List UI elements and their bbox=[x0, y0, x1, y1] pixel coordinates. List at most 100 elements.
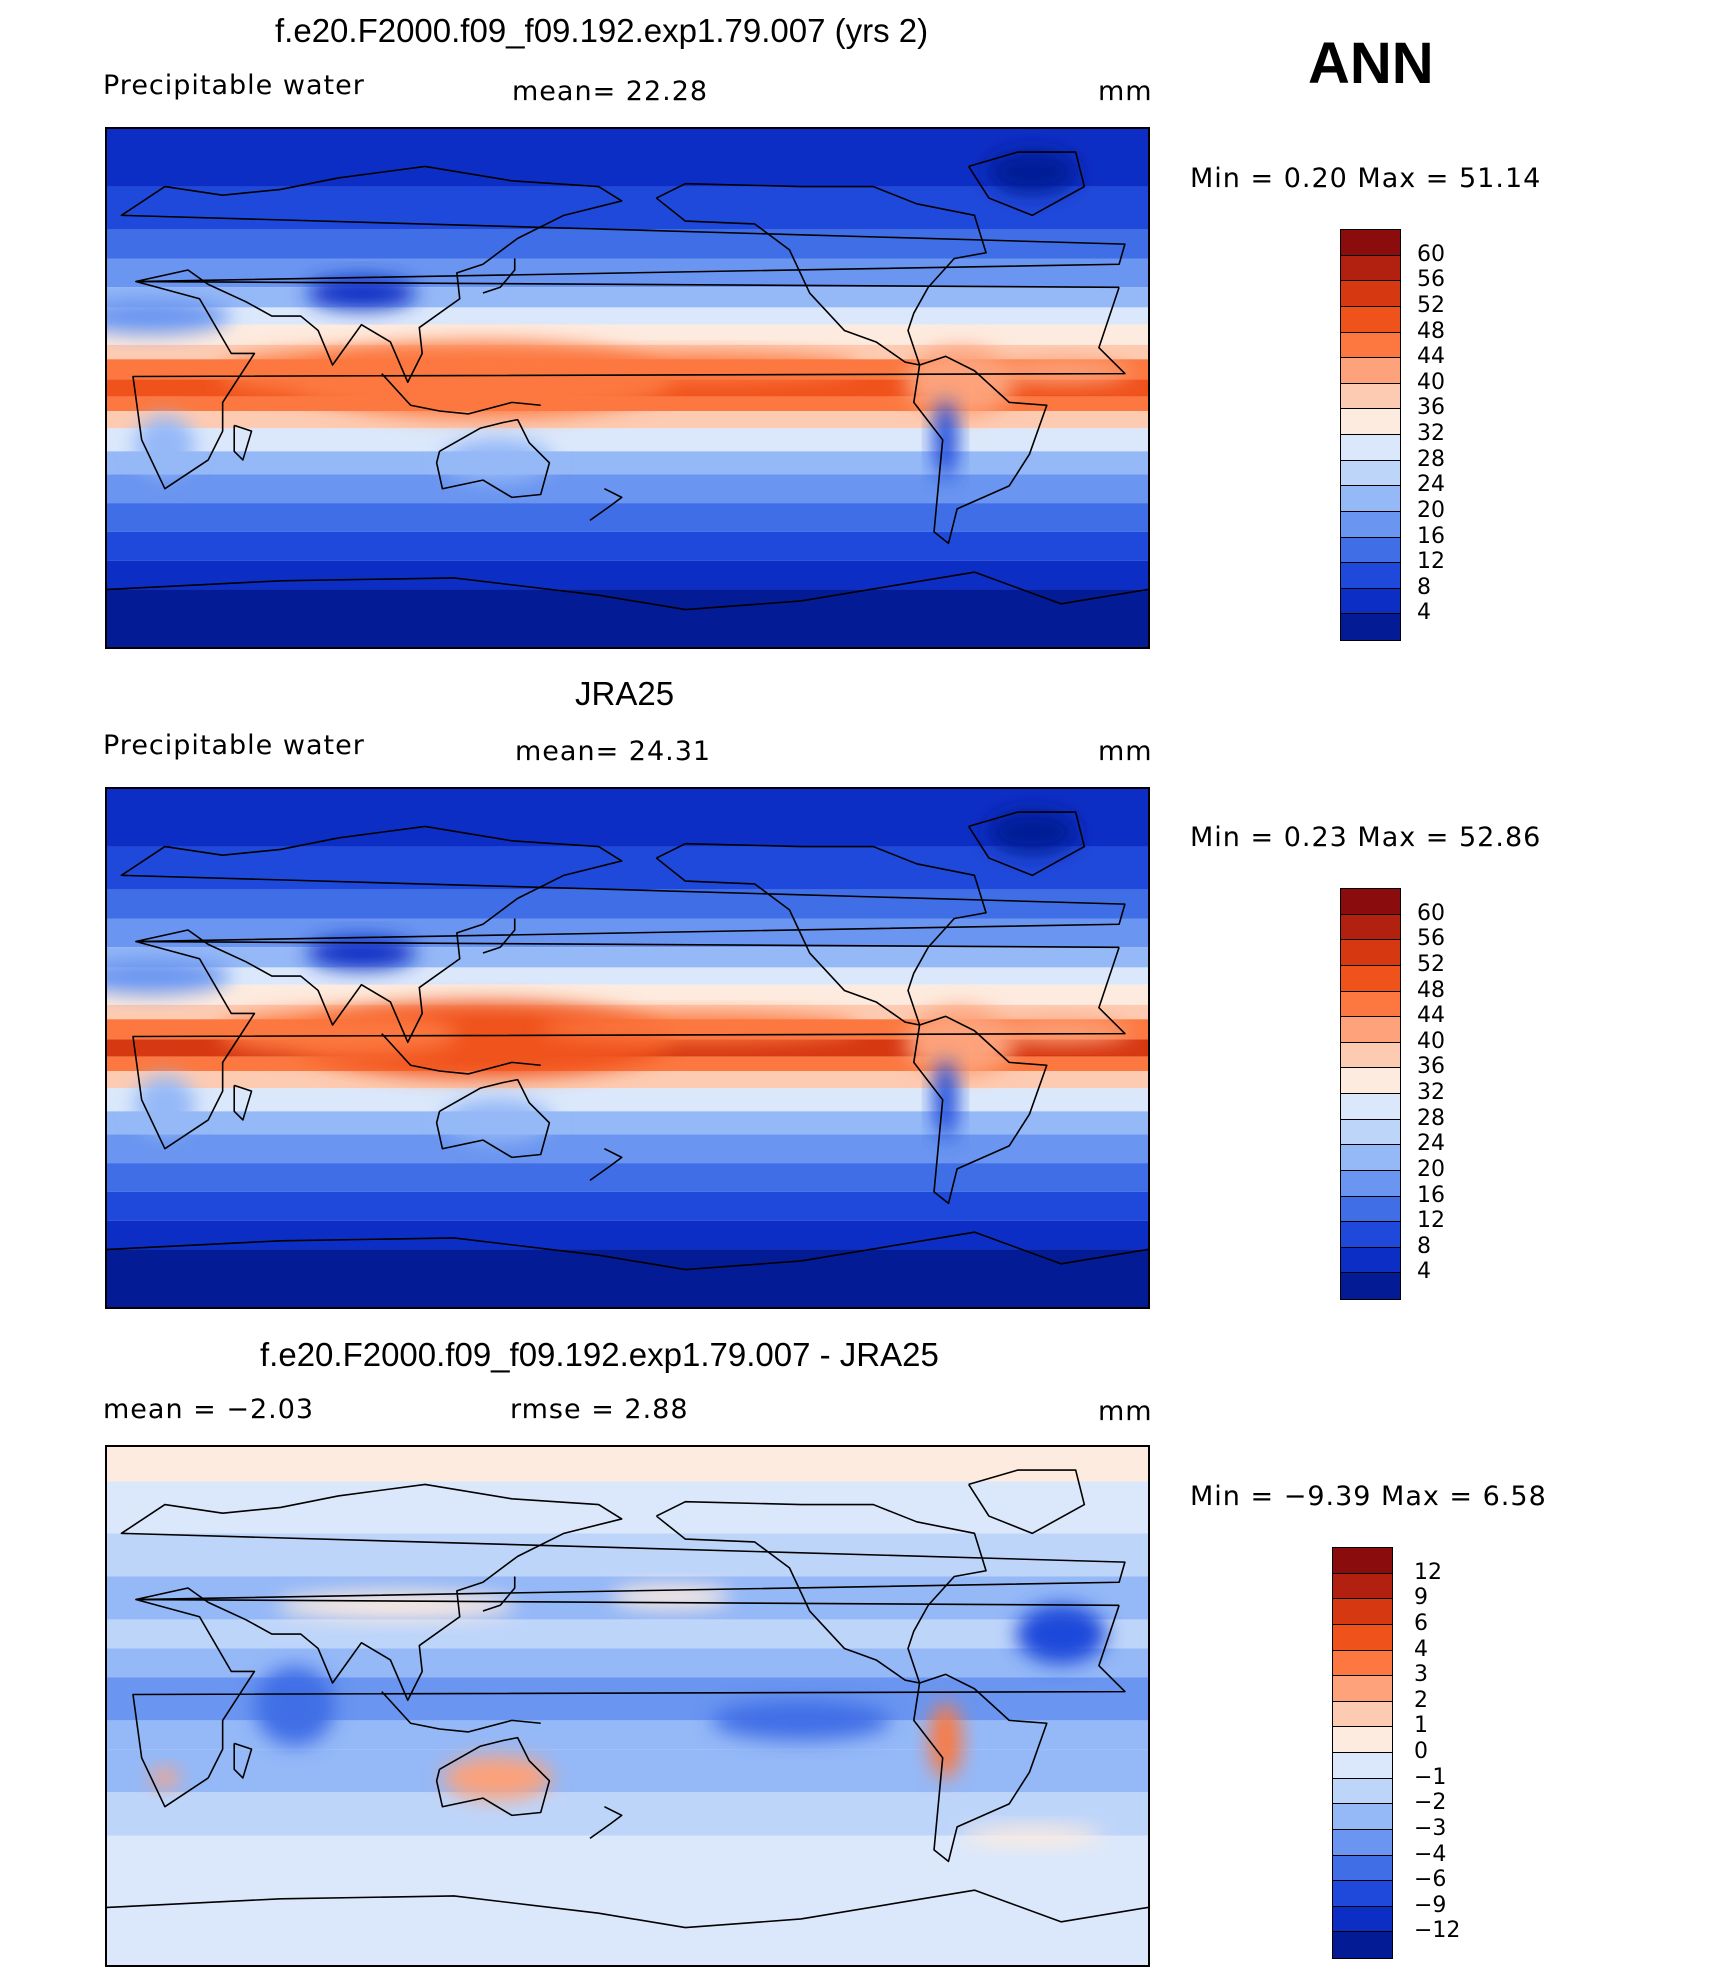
colorbar-tick-label: 24 bbox=[1417, 472, 1445, 498]
colorbar-segment bbox=[1341, 537, 1400, 564]
colorbar-tick-label: 40 bbox=[1417, 369, 1445, 395]
colorbar-tick-label: 4 bbox=[1417, 600, 1431, 626]
colorbar-segment bbox=[1341, 588, 1400, 615]
units-label-model: mm bbox=[1098, 76, 1153, 107]
colorbar-tick-label: 9 bbox=[1414, 1585, 1428, 1611]
colorbar-segment bbox=[1333, 1932, 1392, 1958]
colorbar-tick-label: −6 bbox=[1414, 1867, 1447, 1893]
minmax-label-model: Min = 0.20 Max = 51.14 bbox=[1190, 163, 1542, 194]
colorbar-tick-label: 6 bbox=[1414, 1610, 1428, 1636]
map-obs-field bbox=[107, 789, 1148, 1307]
variable-label-model: Precipitable water bbox=[103, 70, 365, 101]
colorbar-segment bbox=[1341, 965, 1400, 992]
colorbar-tick-label: 20 bbox=[1417, 497, 1445, 523]
colorbar-segment bbox=[1341, 358, 1400, 384]
panel-title-diff: f.e20.F2000.f09_f09.192.exp1.79.007 - JR… bbox=[260, 1336, 939, 1373]
colorbar-segment bbox=[1333, 1829, 1392, 1856]
colorbar-tick-label: 20 bbox=[1417, 1156, 1445, 1182]
rmse-label-diff: rmse = 2.88 bbox=[510, 1394, 689, 1425]
mean-label-model: mean= 22.28 bbox=[512, 76, 709, 107]
map-obs bbox=[105, 787, 1150, 1309]
colorbar-tick-label: 60 bbox=[1417, 241, 1445, 267]
colorbar-tick-label: −9 bbox=[1414, 1892, 1447, 1918]
colorbar-segment bbox=[1341, 889, 1400, 915]
colorbar-tick-label: −12 bbox=[1414, 1918, 1461, 1944]
colorbar-segment bbox=[1341, 1273, 1400, 1299]
colorbar-segment bbox=[1333, 1804, 1392, 1830]
colorbar-tick-label: 40 bbox=[1417, 1028, 1445, 1054]
variable-label-obs: Precipitable water bbox=[103, 730, 365, 761]
units-label-diff: mm bbox=[1098, 1396, 1153, 1427]
colorbar-tick-label: 44 bbox=[1417, 1003, 1445, 1029]
colorbar-segment bbox=[1333, 1906, 1392, 1933]
colorbar-segment bbox=[1333, 1676, 1392, 1702]
colorbar-tick-label: 56 bbox=[1417, 926, 1445, 952]
colorbar-tick-label: 52 bbox=[1417, 292, 1445, 318]
colorbar-tick-label: 4 bbox=[1417, 1259, 1431, 1285]
colorbar-tick-label: 16 bbox=[1417, 1182, 1445, 1208]
colorbar-tick-label: 1 bbox=[1414, 1713, 1428, 1739]
colorbar-tick-label: 3 bbox=[1414, 1662, 1428, 1688]
colorbar-segment bbox=[1341, 306, 1400, 333]
colorbar-tick-label: 36 bbox=[1417, 395, 1445, 421]
map-diff-field bbox=[107, 1447, 1148, 1965]
colorbar-model bbox=[1340, 229, 1401, 641]
mean-label-obs: mean= 24.31 bbox=[515, 736, 712, 767]
colorbar-segment bbox=[1341, 1170, 1400, 1197]
colorbar-segment bbox=[1341, 230, 1400, 256]
colorbar-tick-label: 28 bbox=[1417, 446, 1445, 472]
colorbar-segment bbox=[1341, 1094, 1400, 1120]
colorbar-segment bbox=[1341, 486, 1400, 512]
colorbar-segment bbox=[1341, 1145, 1400, 1171]
colorbar-tick-label: 12 bbox=[1417, 549, 1445, 575]
colorbar-tick-label: 0 bbox=[1414, 1739, 1428, 1764]
colorbar-segment bbox=[1341, 1042, 1400, 1069]
colorbar-segment bbox=[1341, 563, 1400, 589]
colorbar-segment bbox=[1341, 1068, 1400, 1094]
colorbar-segment bbox=[1341, 511, 1400, 538]
minmax-label-diff: Min = −9.39 Max = 6.58 bbox=[1190, 1481, 1547, 1512]
colorbar-tick-label: 52 bbox=[1417, 951, 1445, 977]
colorbar-segment bbox=[1333, 1701, 1392, 1728]
colorbar-segment bbox=[1333, 1599, 1392, 1625]
colorbar-tick-label: 60 bbox=[1417, 900, 1445, 926]
colorbar-segment bbox=[1341, 255, 1400, 282]
colorbar-segment bbox=[1341, 332, 1400, 359]
colorbar-obs bbox=[1340, 888, 1401, 1300]
colorbar-tick-label: 56 bbox=[1417, 267, 1445, 293]
colorbar-segment bbox=[1341, 1222, 1400, 1248]
colorbar-segment bbox=[1341, 460, 1400, 487]
colorbar-tick-label: 48 bbox=[1417, 318, 1445, 344]
colorbar-segment bbox=[1333, 1855, 1392, 1882]
colorbar-tick-label: 8 bbox=[1417, 1233, 1431, 1259]
colorbar-tick-label: −2 bbox=[1414, 1790, 1447, 1816]
map-diff bbox=[105, 1445, 1150, 1967]
colorbar-segment bbox=[1333, 1778, 1392, 1805]
minmax-label-obs: Min = 0.23 Max = 52.86 bbox=[1190, 822, 1542, 853]
panel-title-model: f.e20.F2000.f09_f09.192.exp1.79.007 (yrs… bbox=[275, 12, 929, 49]
units-label-obs: mm bbox=[1098, 736, 1153, 767]
colorbar-segment bbox=[1341, 614, 1400, 640]
colorbar-segment bbox=[1341, 1017, 1400, 1043]
colorbar-segment bbox=[1341, 991, 1400, 1018]
colorbar-segment bbox=[1333, 1548, 1392, 1574]
mean-label-diff: mean = −2.03 bbox=[103, 1394, 315, 1425]
colorbar-tick-label: 12 bbox=[1417, 1208, 1445, 1234]
colorbar-segment bbox=[1333, 1753, 1392, 1779]
colorbar-segment bbox=[1341, 383, 1400, 410]
season-label: ANN bbox=[1308, 31, 1434, 96]
colorbar-tick-label: 36 bbox=[1417, 1054, 1445, 1080]
panel-title-obs: JRA25 bbox=[575, 675, 675, 712]
colorbar-tick-label: −1 bbox=[1414, 1764, 1447, 1790]
colorbar-segment bbox=[1341, 435, 1400, 461]
colorbar-tick-label: 24 bbox=[1417, 1131, 1445, 1157]
colorbar-tick-label: 2 bbox=[1414, 1687, 1428, 1713]
colorbar-tick-label: 8 bbox=[1417, 574, 1431, 600]
colorbar-tick-label: 16 bbox=[1417, 523, 1445, 549]
colorbar-segment bbox=[1341, 940, 1400, 966]
map-model-field bbox=[107, 129, 1148, 647]
colorbar-segment bbox=[1333, 1650, 1392, 1677]
colorbar-tick-label: 12 bbox=[1414, 1559, 1442, 1585]
colorbar-segment bbox=[1341, 281, 1400, 307]
colorbar-tick-label: 44 bbox=[1417, 344, 1445, 370]
